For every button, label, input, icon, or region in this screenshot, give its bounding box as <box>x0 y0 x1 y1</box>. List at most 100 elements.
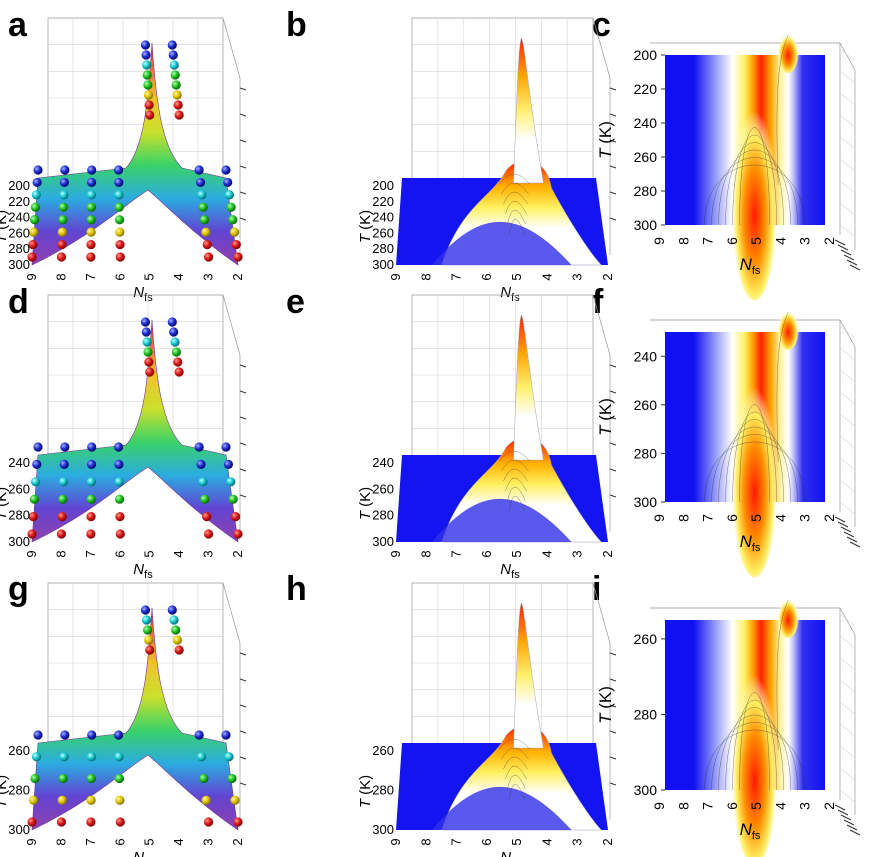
panel-g-data-sphere <box>86 773 96 784</box>
panel-a-data-sphere <box>114 202 124 212</box>
panel-c-grid-line <box>839 48 856 62</box>
panel-d-x-tick-label: 9 <box>24 550 39 557</box>
panel-g-z-tick <box>239 704 247 708</box>
panel-c-x-tick-label: 2 <box>821 237 837 245</box>
panel-h-x-tick-label: 7 <box>449 838 464 845</box>
panel-d-data-sphere <box>58 494 68 504</box>
panel-d-data-sphere <box>221 442 231 452</box>
panel-d-z-tick <box>239 494 247 498</box>
panel-d-data-sphere <box>169 327 179 337</box>
panel-a-data-sphere <box>31 190 41 200</box>
panel-b-y-tick-label: 240 <box>372 210 394 225</box>
panel-a-x-tick-label: 7 <box>83 273 98 280</box>
panel-c-grid-line <box>839 202 856 216</box>
panel-g-data-sphere <box>115 817 125 827</box>
panel-g-x-tick-label: 3 <box>201 838 216 845</box>
panel-label-a: a <box>8 6 28 44</box>
panel-label-c: c <box>592 6 611 44</box>
panel-i-contour-line <box>711 722 798 791</box>
panel-a-box-edge <box>222 17 241 79</box>
panel-i-grid-line <box>839 613 856 627</box>
panel-f-z-tick <box>849 541 861 548</box>
panel-a-data-sphere <box>142 60 152 70</box>
panel-e-x-tick-label: 6 <box>479 550 494 557</box>
panel-f-x-tick-label: 6 <box>724 514 740 522</box>
panel-b-surface-front <box>432 221 572 265</box>
panel-f-y-tick-label: 240 <box>634 348 658 364</box>
panel-i-y-axis-label: T (K) <box>596 686 615 724</box>
panel-d-data-sphere <box>143 347 153 357</box>
panel-a-x-tick-label: 8 <box>53 273 68 280</box>
panel-a-z-tick <box>239 191 247 195</box>
panel-e-contour-line <box>507 486 526 502</box>
panel-g-data-sphere <box>56 817 67 827</box>
panel-d-data-sphere <box>170 337 180 347</box>
panel-i-box-edge <box>839 607 856 636</box>
panel-a-y-tick-label: 300 <box>8 257 30 272</box>
panel-a-data-sphere <box>201 227 211 237</box>
panel-d-data-sphere <box>174 367 184 377</box>
panel-i-contour-line <box>739 692 770 791</box>
panel-h-x-tick-label: 4 <box>539 838 554 845</box>
panel-d-y-tick-label: 300 <box>8 534 30 549</box>
panel-d-data-sphere <box>86 459 97 469</box>
panel-h-x-tick-label: 3 <box>570 838 585 845</box>
panel-a-data-sphere <box>29 215 40 225</box>
panel-g-data-sphere <box>115 795 125 805</box>
panel-c-grid-line <box>839 136 856 150</box>
panel-f-grid-line <box>839 457 856 471</box>
panel-c-contour-line <box>776 34 789 186</box>
panel-c-y-tick-label: 280 <box>634 183 658 199</box>
panel-b-x-tick-label: 8 <box>418 273 433 280</box>
panel-g-y-tick-label: 300 <box>8 822 30 837</box>
panel-a-data-sphere <box>87 165 97 175</box>
panel-h-surface-front <box>432 786 572 830</box>
panel-d-data-sphere <box>28 512 38 522</box>
panel-g-data-sphere <box>30 773 40 784</box>
panel-e-y-axis-label: T (K) <box>357 487 374 520</box>
panel-c-z-tick <box>849 264 861 271</box>
panel-f-x-tick-label: 5 <box>748 514 764 522</box>
panel-i-grid-line <box>839 789 856 803</box>
panel-c-x-tick-label: 3 <box>797 237 813 245</box>
panel-i-z-tick <box>843 819 855 826</box>
panel-g-data-sphere <box>169 615 179 625</box>
panel-b-z-tick <box>609 113 617 117</box>
panel-i-x-tick-label: 9 <box>651 802 667 810</box>
panel-c-box-edge <box>839 42 856 71</box>
panel-a-data-sphere <box>223 177 233 188</box>
panel-c-grid-line <box>839 224 856 238</box>
panel-g-data-sphere <box>140 605 151 615</box>
panel-h-contour-line <box>501 747 529 760</box>
panel-b-x-tick-label: 5 <box>509 273 524 280</box>
panel-f-grid-line <box>839 501 856 515</box>
panel-h-x-tick-label: 6 <box>479 838 494 845</box>
panel-a-data-sphere <box>228 215 238 225</box>
panel-d-data-sphere <box>198 477 208 487</box>
panel-c-z-tick <box>843 254 855 261</box>
panel-g-x-tick-label: 4 <box>171 838 186 845</box>
panel-a-y-tick-label: 260 <box>8 225 30 240</box>
panel-h-contour-line <box>509 783 525 800</box>
panel-b-box-edge <box>592 17 611 79</box>
panel-b-x-tick-label: 7 <box>449 273 464 280</box>
panel-c-x-tick-label: 9 <box>651 237 667 245</box>
panel-i-ridge-secondary <box>777 594 800 638</box>
panel-h-contour-line <box>503 756 528 770</box>
panel-f-x-tick-label: 7 <box>700 514 716 522</box>
panel-g-x-tick-label: 7 <box>83 838 98 845</box>
panel-h-contour-line <box>505 765 527 780</box>
panel-a-data-sphere <box>114 215 125 225</box>
panel-a-data-sphere <box>115 252 125 262</box>
panel-a-data-sphere <box>113 165 124 175</box>
panel-i-z-tick <box>837 809 849 816</box>
panel-d-y-axis-label: T (K) <box>0 487 10 520</box>
panel-d-data-sphere <box>144 357 154 367</box>
panel-c-x-tick-label: 6 <box>724 237 740 245</box>
panel-i-y-tick-label: 300 <box>634 782 658 798</box>
panel-c-grid-line <box>839 92 856 106</box>
panel-d-x-tick-label: 4 <box>171 550 186 557</box>
panel-d-z-tick <box>239 442 247 446</box>
panel-a-data-sphere <box>59 177 69 188</box>
